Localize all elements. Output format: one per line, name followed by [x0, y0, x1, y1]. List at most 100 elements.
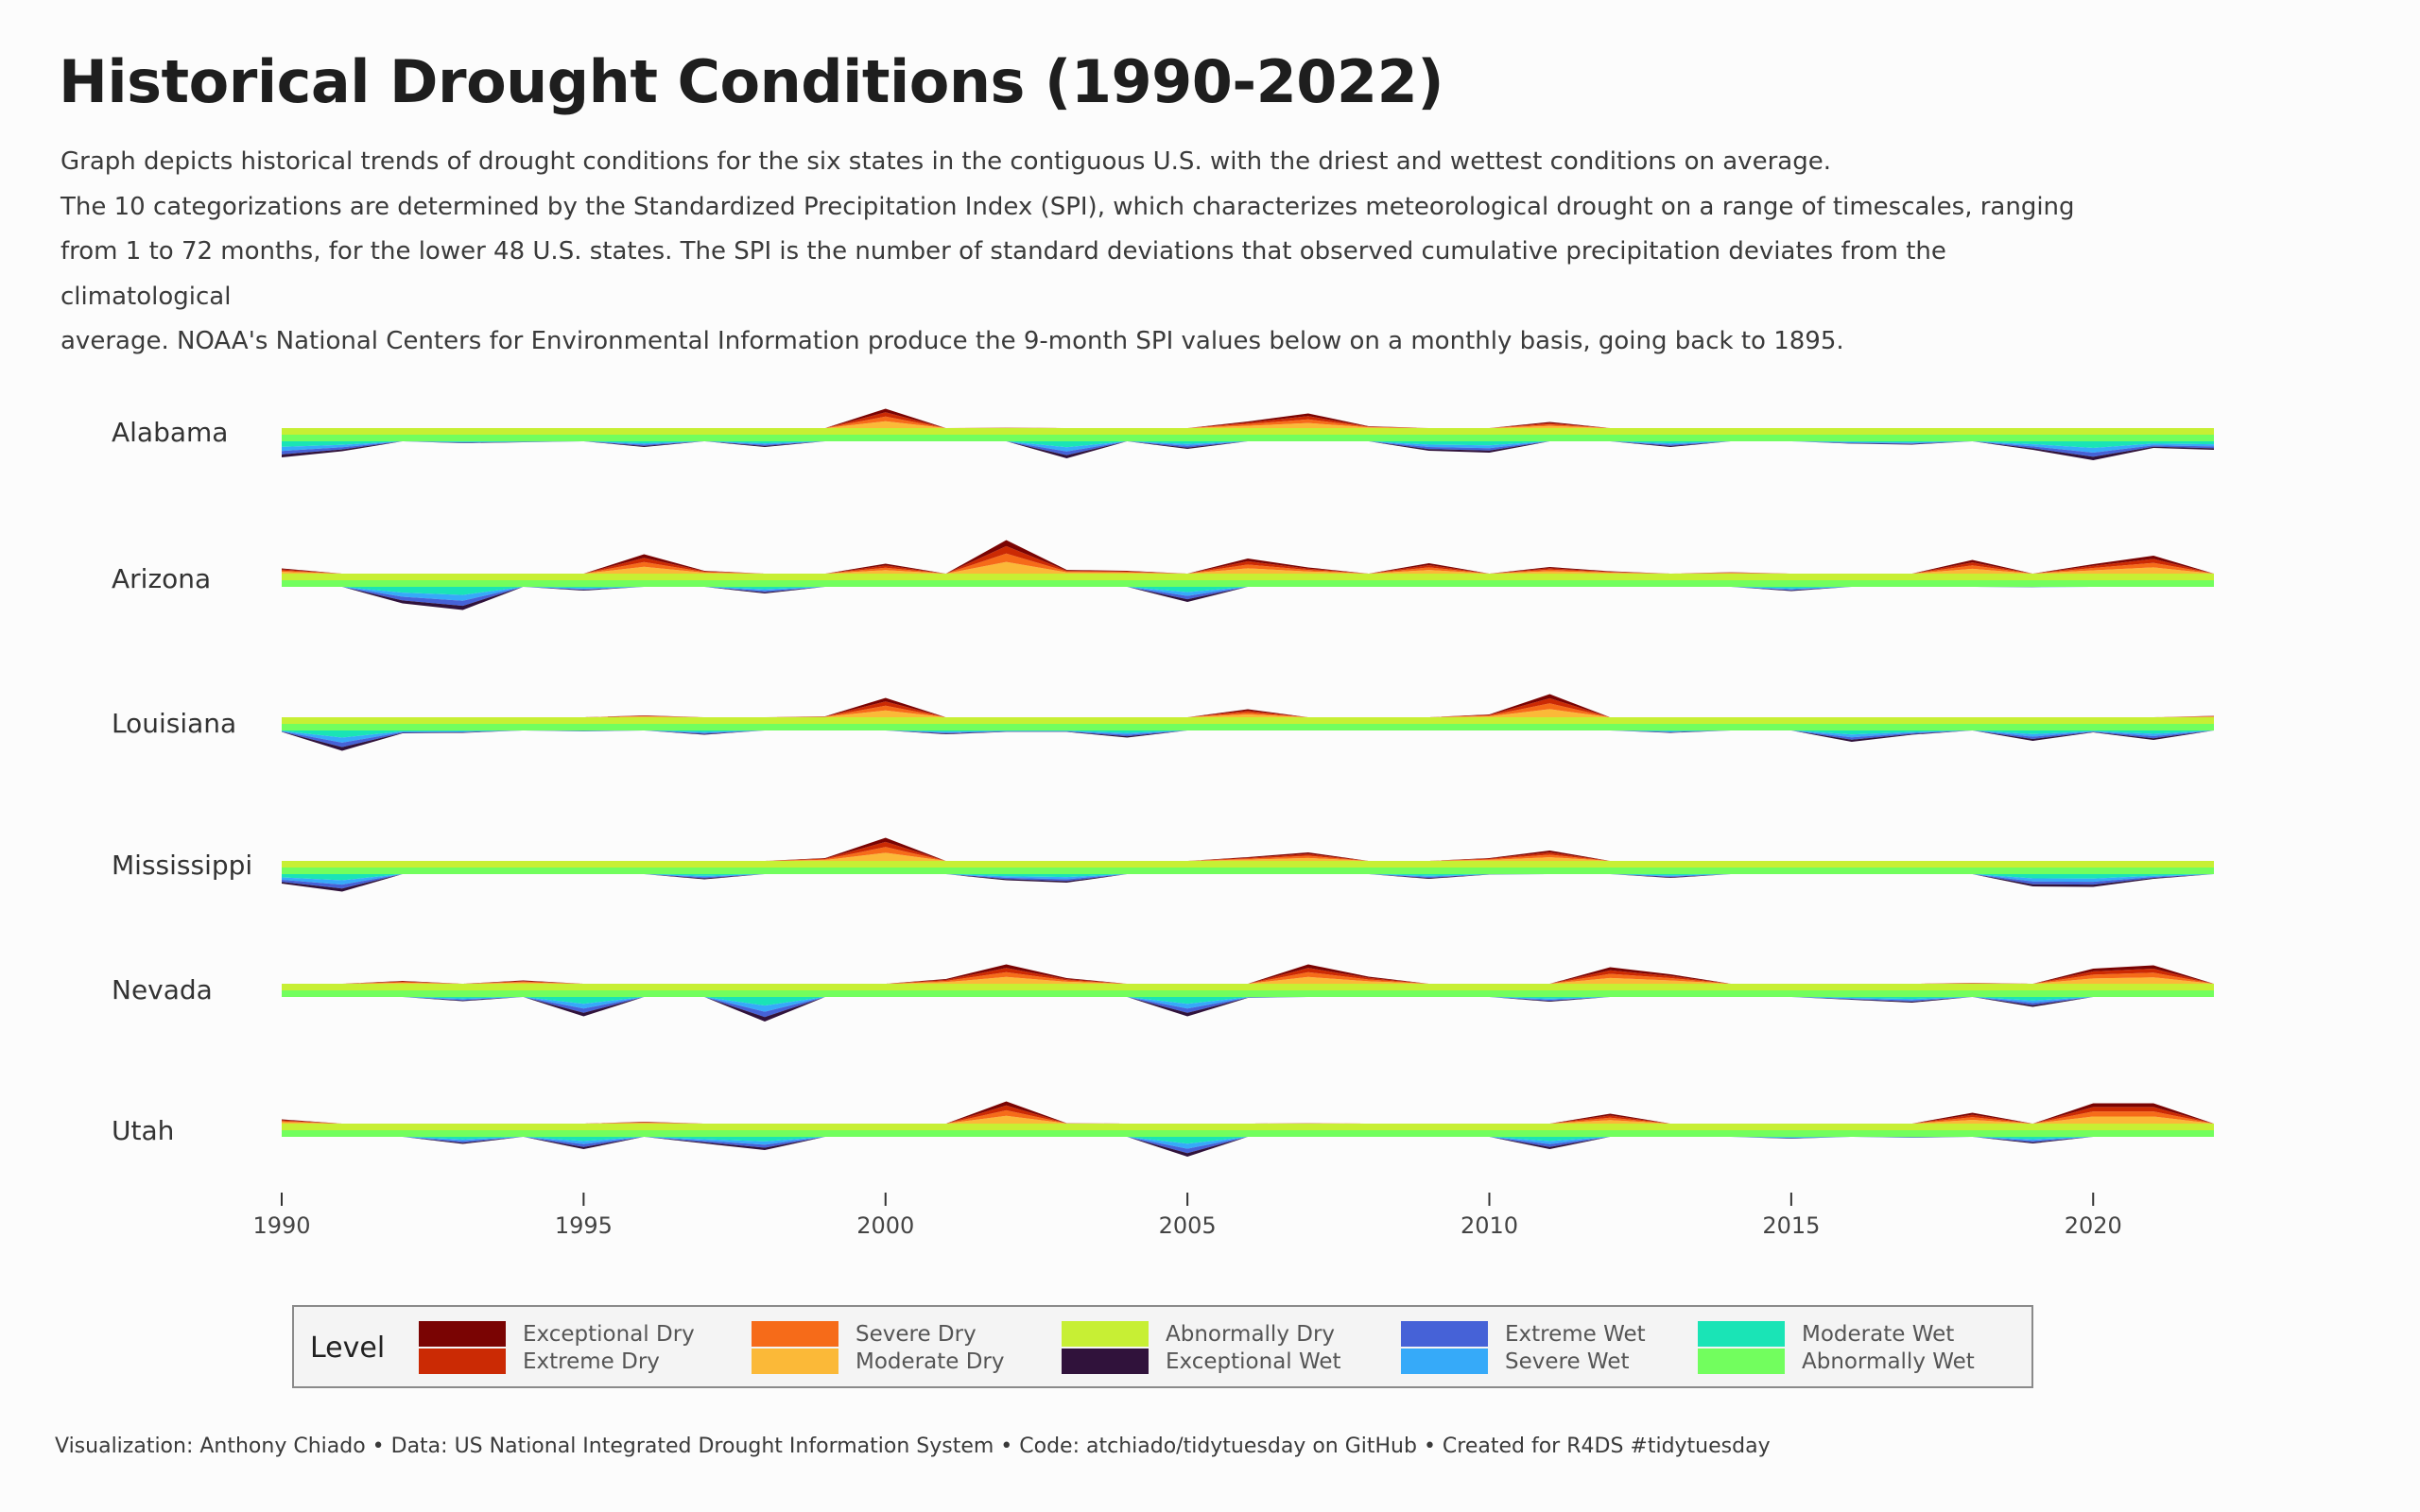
state-label: Nevada — [112, 974, 213, 1005]
wet-band-extreme-wet — [282, 997, 2214, 1018]
state-label: Louisiana — [112, 708, 236, 739]
legend-item: Extreme Dry — [419, 1348, 660, 1375]
state-ridge: Alabama — [112, 408, 2214, 460]
dry-band-severe-dry — [282, 416, 2214, 428]
dry-band-abnormally-dry — [282, 574, 2214, 580]
legend-item: Moderate Wet — [1698, 1320, 1954, 1348]
wet-band-extreme-wet — [282, 587, 2214, 607]
state-ridge: Utah — [112, 1101, 2214, 1157]
dry-band-abnormally-dry — [282, 861, 2214, 868]
legend-label: Severe Wet — [1505, 1349, 1630, 1374]
dry-band-moderate-dry — [282, 852, 2214, 861]
wet-band-abnormally-wet — [282, 990, 2214, 997]
wet-band-moderate-wet — [282, 874, 2214, 881]
legend-label: Extreme Wet — [1505, 1321, 1646, 1347]
legend: Level Exceptional Dry Extreme Dry Severe… — [292, 1305, 2033, 1388]
dry-band-moderate-dry — [282, 976, 2214, 984]
chart-subtitle: Graph depicts historical trends of droug… — [60, 140, 2121, 365]
x-tick-label: 2015 — [1762, 1212, 1820, 1239]
legend-swatch — [1698, 1349, 1785, 1374]
wet-band-severe-wet — [282, 441, 2214, 453]
wet-band-severe-wet — [282, 730, 2214, 743]
state-ridge: Mississippi — [112, 837, 2214, 892]
state-ridge: Nevada — [112, 964, 2214, 1022]
wet-band-abnormally-wet — [282, 435, 2214, 441]
legend-label: Moderate Wet — [1802, 1321, 1955, 1347]
legend-item: Abnormally Dry — [1062, 1320, 1335, 1348]
legend-title: Level — [310, 1332, 386, 1365]
legend-label: Severe Dry — [856, 1321, 977, 1347]
legend-item: Severe Wet — [1401, 1348, 1630, 1375]
dry-band-extreme-dry — [282, 1105, 2214, 1124]
wet-band-severe-wet — [282, 874, 2214, 885]
x-tick-label: 2000 — [856, 1212, 914, 1239]
wet-band-severe-wet — [282, 997, 2214, 1012]
x-tick-label: 2005 — [1159, 1212, 1217, 1239]
dry-band-abnormally-dry — [282, 717, 2214, 724]
wet-band-exceptional-wet — [282, 730, 2214, 751]
subtitle-line: Graph depicts historical trends of droug… — [60, 147, 1831, 176]
dry-band-exceptional-dry — [282, 964, 2214, 984]
legend-swatch — [752, 1349, 838, 1374]
state-label: Arizona — [112, 563, 211, 594]
legend-label: Moderate Dry — [856, 1349, 1005, 1374]
wet-band-moderate-wet — [282, 587, 2214, 595]
ridgeline-chart: Alabama Arizona Louisiana Mississippi Nevada… — [112, 408, 2214, 1239]
state-ridge: Louisiana — [112, 694, 2214, 751]
dry-band-extreme-dry — [282, 968, 2214, 984]
dry-band-abnormally-dry — [282, 984, 2214, 990]
wet-band-exceptional-wet — [282, 587, 2214, 610]
legend-item: Abnormally Wet — [1698, 1348, 1975, 1375]
state-label: Utah — [112, 1115, 174, 1146]
x-tick-label: 2010 — [1461, 1212, 1518, 1239]
x-tick-label: 2020 — [2065, 1212, 2122, 1239]
dry-band-moderate-dry — [282, 421, 2214, 428]
wet-band-abnormally-wet — [282, 580, 2214, 587]
wet-band-exceptional-wet — [282, 874, 2214, 892]
dry-band-exceptional-dry — [282, 1101, 2214, 1124]
legend-label: Exceptional Wet — [1166, 1349, 1341, 1374]
wet-band-moderate-wet — [282, 441, 2214, 448]
legend-item: Moderate Dry — [752, 1348, 1004, 1375]
wet-band-extreme-wet — [282, 730, 2214, 747]
dry-band-exceptional-dry — [282, 837, 2214, 861]
wet-band-abnormally-wet — [282, 724, 2214, 730]
wet-band-moderate-wet — [282, 730, 2214, 738]
state-label: Mississippi — [112, 850, 252, 881]
subtitle-line: The 10 categorizations are determined by… — [60, 192, 2075, 221]
wet-band-extreme-wet — [282, 441, 2214, 457]
legend-item: Severe Dry — [752, 1320, 977, 1348]
legend-label: Extreme Dry — [523, 1349, 660, 1374]
wet-band-severe-wet — [282, 587, 2214, 601]
dry-band-extreme-dry — [282, 841, 2214, 861]
legend-swatch — [1062, 1349, 1149, 1374]
state-ridge: Arizona — [112, 540, 2214, 610]
dry-band-abnormally-dry — [282, 1124, 2214, 1130]
chart-title: Historical Drought Conditions (1990-2022… — [59, 47, 1444, 116]
wet-band-moderate-wet — [282, 1137, 2214, 1144]
legend-item: Exceptional Wet — [1062, 1348, 1341, 1375]
dry-band-abnormally-dry — [282, 428, 2214, 435]
legend-label: Exceptional Dry — [523, 1321, 695, 1347]
legend-item: Extreme Wet — [1401, 1320, 1646, 1348]
dry-band-moderate-dry — [282, 709, 2214, 717]
legend-swatch — [752, 1321, 838, 1347]
x-tick-label: 1995 — [555, 1212, 613, 1239]
legend-swatch — [1062, 1321, 1149, 1347]
legend-swatch — [1698, 1321, 1785, 1347]
legend-label: Abnormally Wet — [1802, 1349, 1975, 1374]
dry-band-severe-dry — [282, 847, 2214, 861]
legend-label: Abnormally Dry — [1166, 1321, 1336, 1347]
wet-band-abnormally-wet — [282, 868, 2214, 874]
legend-swatch — [1401, 1349, 1488, 1374]
subtitle-line: from 1 to 72 months, for the lower 48 U.… — [60, 237, 1946, 311]
legend-item: Exceptional Dry — [419, 1320, 695, 1348]
caption: Visualization: Anthony Chiado • Data: US… — [55, 1435, 1771, 1458]
legend-swatch — [1401, 1321, 1488, 1347]
wet-band-moderate-wet — [282, 997, 2214, 1006]
state-label: Alabama — [112, 417, 228, 448]
wet-band-exceptional-wet — [282, 441, 2214, 460]
wet-band-extreme-wet — [282, 874, 2214, 889]
wet-band-abnormally-wet — [282, 1130, 2214, 1137]
subtitle-line: average. NOAA's National Centers for Env… — [60, 327, 1844, 355]
